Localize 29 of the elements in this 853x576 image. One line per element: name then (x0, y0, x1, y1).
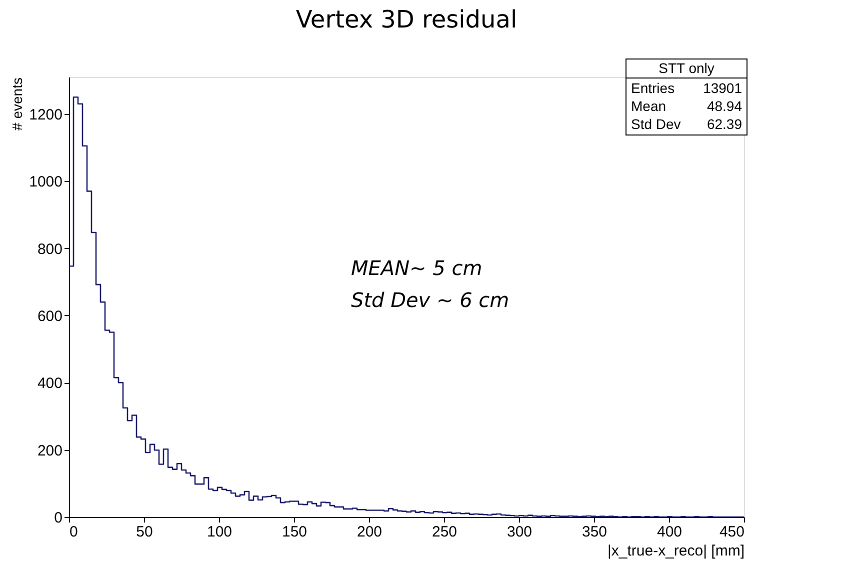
y-tick-label: 800 (37, 240, 62, 258)
y-tick-label: 1200 (29, 106, 62, 124)
annotation: MEAN~ 5 cm (351, 256, 482, 280)
x-tick-label: 350 (582, 524, 608, 540)
x-tick-label: 50 (136, 524, 153, 540)
x-tick-label: 100 (206, 524, 232, 540)
y-tick-label: 0 (54, 510, 62, 526)
x-tick-label: 450 (719, 524, 744, 540)
y-tick-label: 400 (37, 375, 62, 392)
y-tick-label: 600 (37, 308, 62, 325)
x-tick-label: 200 (356, 524, 382, 540)
y-axis-title: # events (9, 78, 26, 130)
annotation: Entries (631, 80, 675, 96)
annotation: Std Dev ~ 6 cm (351, 288, 510, 312)
annotation: 62.39 (706, 116, 742, 132)
annotation: 13901 (703, 80, 742, 96)
x-tick-label: 300 (506, 524, 532, 540)
annotation: 48.94 (706, 98, 742, 114)
x-tick-label: 250 (432, 524, 458, 540)
x-tick-label: 150 (282, 524, 308, 540)
text: STT only (658, 60, 714, 76)
annotation: Std Dev (631, 116, 681, 132)
y-tick-label: 1000 (29, 174, 62, 191)
annotation: Mean (631, 98, 666, 114)
x-axis-title: |x_true-x_reco| [mm] (608, 542, 744, 560)
y-tick-label: 200 (37, 442, 62, 460)
chart-title: Vertex 3D residual (296, 6, 518, 34)
x-tick-label: 400 (656, 524, 682, 540)
x-tick-label: 0 (70, 524, 78, 540)
